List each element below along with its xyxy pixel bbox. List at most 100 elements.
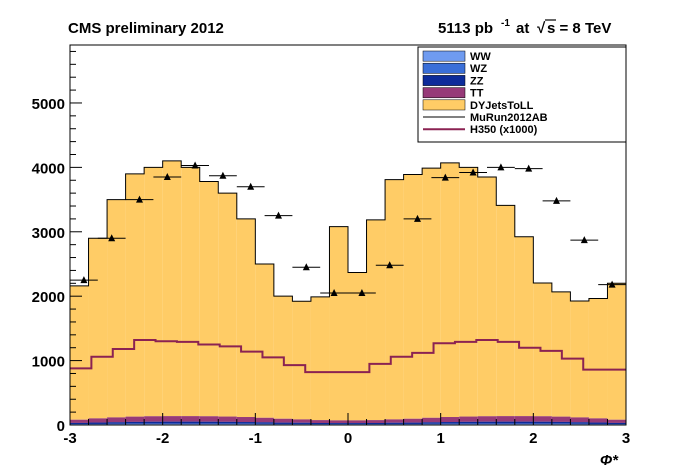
data-point-5 — [219, 171, 227, 179]
bar-wz-23 — [496, 423, 515, 425]
y-tick-label-5000: 5000 — [32, 96, 65, 113]
data-point-13 — [441, 173, 449, 181]
bar-tt-2 — [107, 417, 126, 423]
bar-zz-7 — [199, 421, 219, 424]
bar-wz-2 — [107, 423, 126, 425]
legend-swatch-wz — [422, 62, 466, 74]
data-point-8 — [302, 263, 310, 271]
bar-tt-23 — [496, 416, 515, 422]
bar-zz-12 — [292, 422, 311, 424]
data-point-19 — [608, 280, 616, 288]
data-point-11 — [386, 261, 394, 269]
data-point-16 — [525, 164, 533, 172]
bar-wz-24 — [514, 423, 534, 425]
bar-zz-0 — [70, 422, 89, 425]
legend-label-dyjetstoll: DYJetsToLL — [470, 100, 534, 112]
bar-tt-3 — [125, 416, 145, 422]
bar-tt-5 — [162, 416, 182, 422]
bar-dyjetstoll-20 — [440, 162, 460, 418]
bar-dyjetstoll-5 — [162, 160, 182, 417]
bar-wz-6 — [181, 423, 200, 425]
y-tick-label-4000: 4000 — [32, 160, 65, 177]
bar-dyjetstoll-12 — [292, 301, 311, 420]
bar-tt-10 — [255, 417, 274, 423]
bar-dyjetstoll-17 — [385, 179, 404, 420]
data-point-17 — [553, 196, 560, 204]
bar-dyjetstoll-7 — [199, 181, 219, 417]
legend-swatch-tt — [422, 87, 466, 99]
bar-zz-26 — [551, 421, 571, 424]
x-tick-label--2: -2 — [156, 430, 169, 447]
x-tick-label-3: 3 — [622, 430, 630, 447]
bar-dyjetstoll-14 — [329, 226, 348, 421]
bar-dyjetstoll-10 — [255, 263, 274, 418]
bar-tt-21 — [459, 416, 478, 422]
bar-dyjetstoll-24 — [514, 236, 534, 417]
bar-zz-27 — [570, 422, 589, 424]
header-title: CMS preliminary 2012 — [68, 20, 224, 37]
bar-dyjetstoll-25 — [533, 283, 552, 417]
bar-zz-9 — [236, 422, 256, 424]
legend-label-h350-x1000-: H350 (x1000) — [470, 124, 538, 136]
data-point-6 — [247, 182, 255, 190]
y-tick-label-3000: 3000 — [32, 225, 65, 242]
bar-zz-15 — [348, 423, 367, 425]
legend-swatch-ww — [422, 50, 466, 62]
bar-zz-13 — [310, 423, 330, 425]
bar-wz-8 — [218, 423, 237, 425]
energy-label: s = 8 TeV — [547, 20, 611, 37]
x-tick-label-2: 2 — [529, 430, 537, 447]
bar-tt-15 — [348, 420, 367, 424]
bar-tt-0 — [70, 419, 89, 423]
bar-wz-20 — [440, 423, 460, 425]
x-tick-label--1: -1 — [249, 430, 262, 447]
data-point-2 — [136, 195, 143, 203]
bar-dyjetstoll-15 — [348, 272, 367, 421]
bar-wz-25 — [533, 423, 552, 425]
bar-zz-16 — [366, 423, 386, 425]
x-tick-label-1: 1 — [436, 430, 444, 447]
data-point-0 — [80, 276, 88, 284]
bar-dyjetstoll-9 — [236, 218, 256, 418]
lumi-exponent: -1 — [501, 18, 510, 29]
bar-tt-22 — [477, 416, 497, 422]
legend-swatch-dyjetstoll — [422, 99, 466, 111]
lumi-value: 5113 pb — [438, 20, 493, 37]
data-point-7 — [275, 211, 282, 219]
legend-swatch-zz — [422, 75, 466, 86]
bar-wz-3 — [125, 423, 145, 425]
bar-tt-6 — [181, 416, 200, 422]
bar-wz-5 — [162, 423, 182, 425]
y-tick-label-2000: 2000 — [32, 289, 65, 306]
bar-wz-7 — [199, 423, 219, 425]
x-axis-label: Φ* — [600, 452, 619, 469]
bar-dyjetstoll-2 — [107, 199, 126, 418]
bar-tt-4 — [144, 416, 163, 422]
bar-dyjetstoll-6 — [181, 167, 200, 417]
bar-zz-24 — [514, 421, 534, 424]
bar-zz-10 — [255, 422, 274, 424]
bar-zz-6 — [181, 421, 200, 424]
bar-tt-12 — [292, 419, 311, 423]
bar-dyjetstoll-18 — [403, 174, 423, 419]
bar-wz-9 — [236, 423, 256, 425]
data-point-3 — [163, 173, 171, 181]
axes: 0 1000 2000 3000 4000 5000 -3 -2 -1 0 1 2 3Φ* — [32, 44, 630, 469]
data-point-15 — [497, 163, 505, 171]
bar-tt-17 — [385, 419, 404, 423]
bar-zz-23 — [496, 421, 515, 424]
bar-tt-20 — [440, 417, 460, 423]
bar-tt-9 — [236, 417, 256, 423]
bar-dyjetstoll-8 — [218, 193, 237, 417]
bar-zz-29 — [607, 422, 626, 425]
data-point-18 — [580, 236, 588, 244]
x-tick-label--3: -3 — [63, 430, 76, 447]
bar-tt-1 — [88, 418, 108, 423]
data-point-9 — [330, 288, 338, 296]
bar-wz-21 — [459, 423, 478, 425]
bar-tt-8 — [218, 416, 237, 422]
bar-tt-16 — [366, 420, 386, 424]
bar-wz-19 — [422, 423, 441, 425]
signal-h350-line — [70, 338, 626, 374]
bar-tt-24 — [514, 416, 534, 422]
